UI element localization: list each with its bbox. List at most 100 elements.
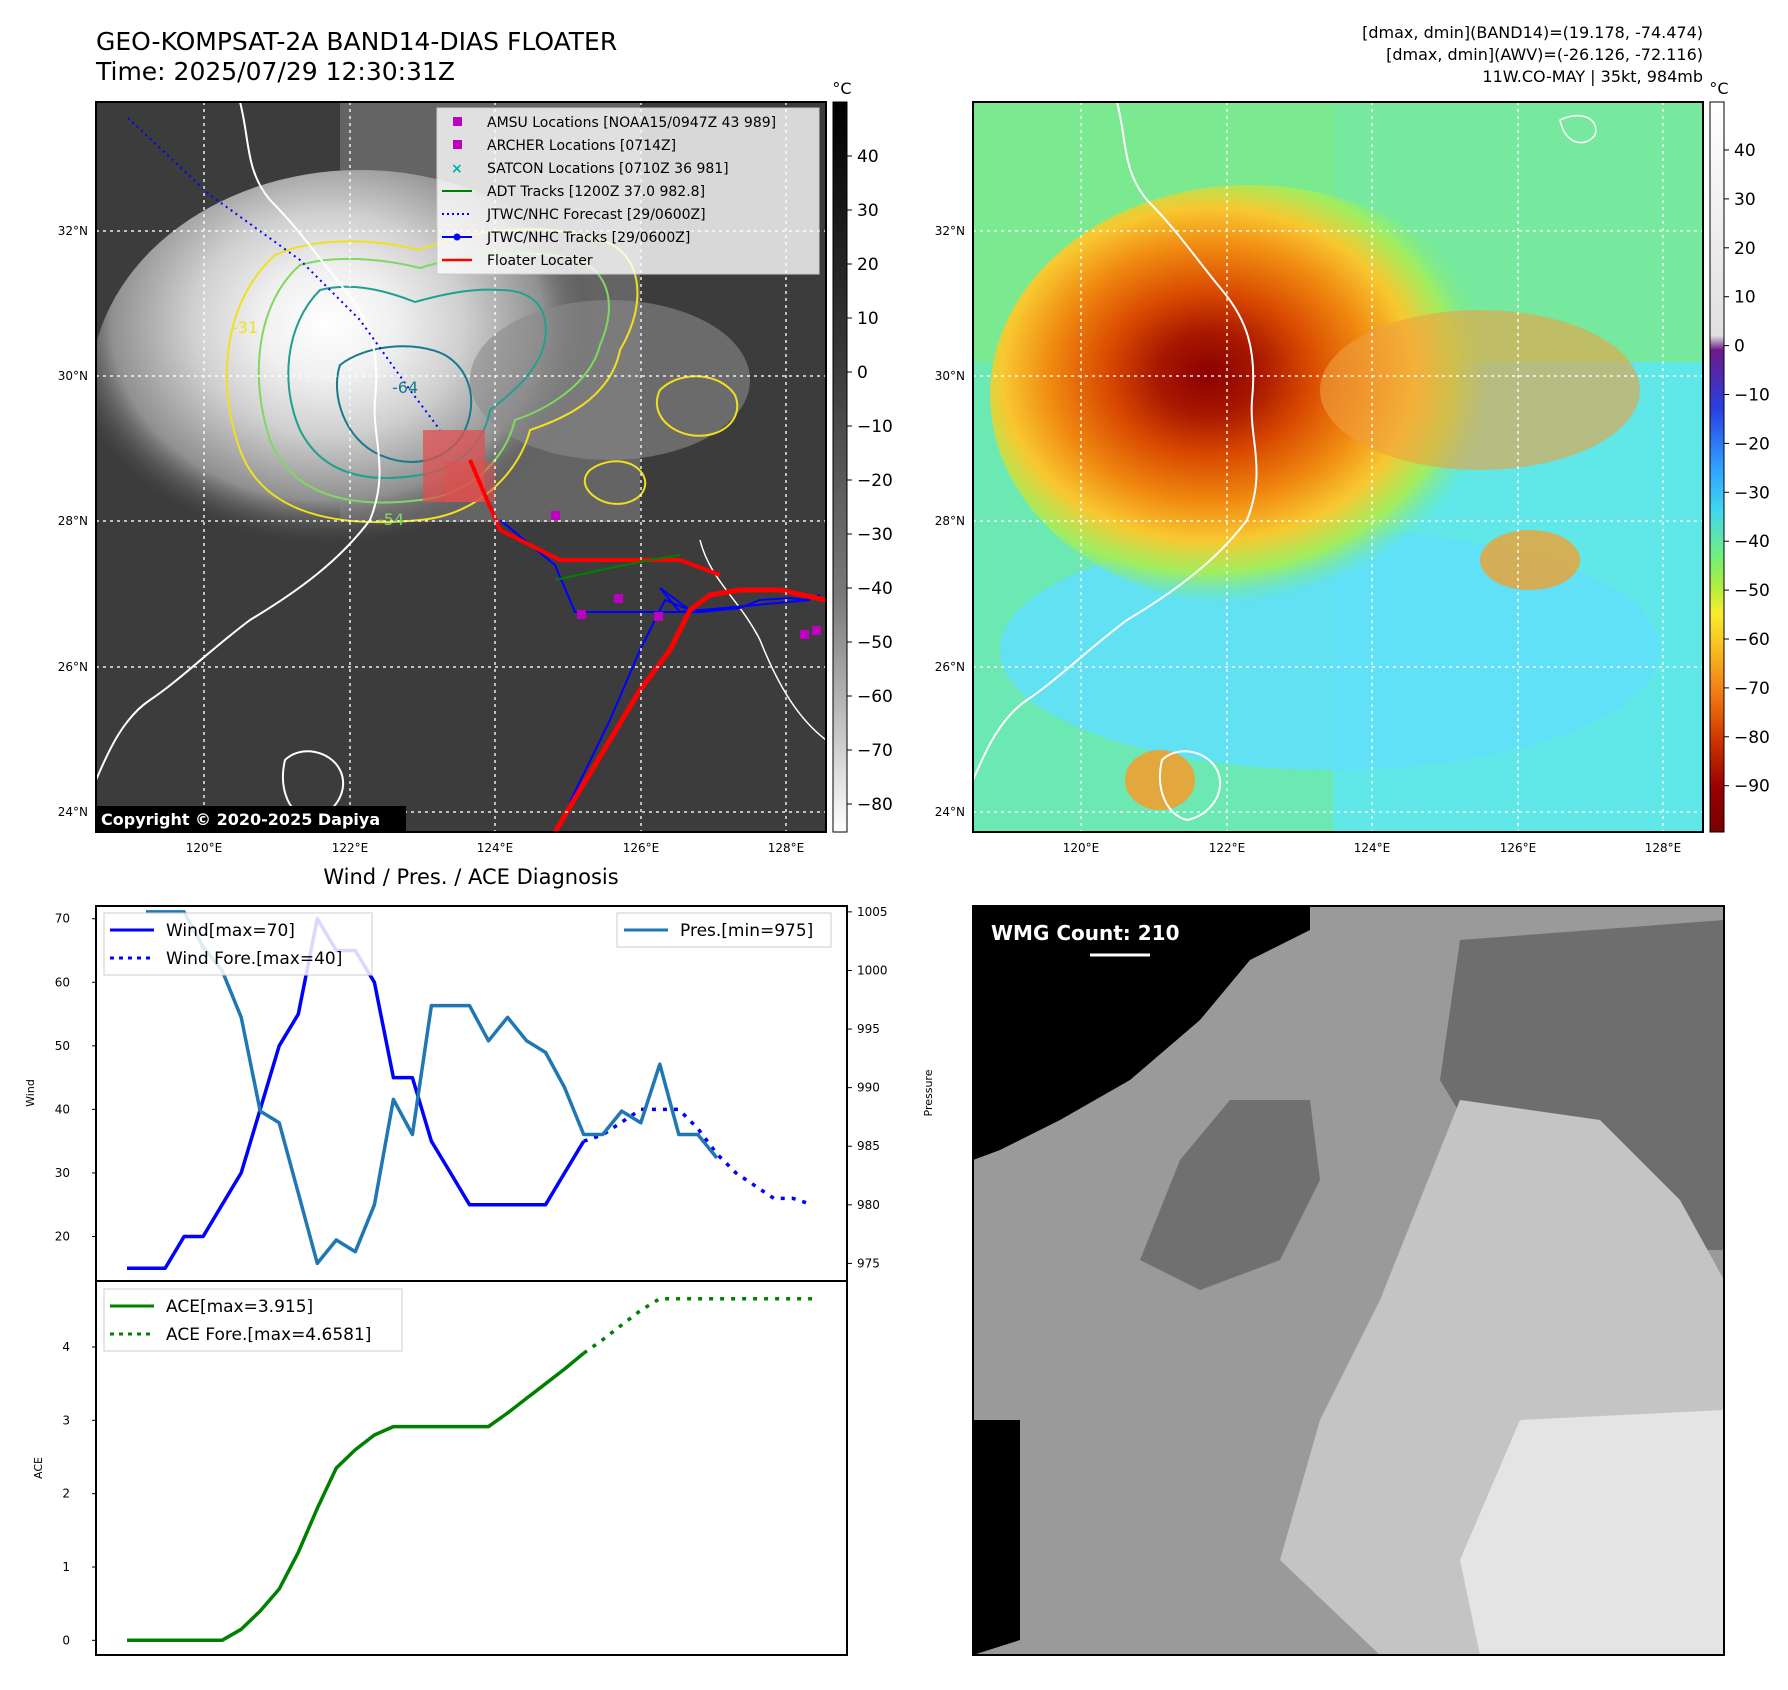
colorbar-tick-label: −30 <box>1734 483 1770 503</box>
colorbar-tick-label: 20 <box>1734 239 1756 259</box>
ir-map-frame <box>95 101 827 833</box>
color-ir-east-band <box>1320 310 1640 470</box>
map-legend: AMSU Locations [NOAA15/0947Z 43 989] ARC… <box>436 107 820 275</box>
ace-tick-label: 3 <box>62 1413 70 1427</box>
color-ir-east-cell <box>1480 530 1580 590</box>
colorbar-tick-label: 20 <box>857 255 879 275</box>
lon-label: 122°E <box>332 841 369 855</box>
colorbar-tick-label: −20 <box>857 471 893 491</box>
legend-label-archer: ARCHER Locations [0714Z] <box>487 138 676 154</box>
pressure-tick-label: 1005 <box>857 905 888 919</box>
legend-label-amsu: AMSU Locations [NOAA15/0947Z 43 989] <box>487 115 776 131</box>
contour-label: -54 <box>378 510 404 529</box>
ace-legend-box <box>103 1288 403 1352</box>
lon-label: 128°E <box>1645 841 1682 855</box>
ace-legend-label: ACE[max=3.915] <box>166 1297 313 1317</box>
colorbar-tick-label: −40 <box>857 579 893 599</box>
color-colorbar-unit: °C <box>1709 79 1728 98</box>
colorbar-tick-label: 40 <box>857 147 879 167</box>
wind-tick-label: 40 <box>55 1102 70 1116</box>
lon-label: 124°E <box>1354 841 1391 855</box>
coastline-taiwan <box>282 750 345 822</box>
lon-label: 128°E <box>768 841 805 855</box>
color-colorbar <box>1709 101 1725 833</box>
adt-track <box>554 554 681 581</box>
lon-label: 126°E <box>1500 841 1537 855</box>
contour-label: -31 <box>232 318 258 337</box>
jtwc-forecast-line <box>127 117 441 431</box>
color-ir-map-frame <box>972 101 1704 833</box>
wind-axis-label: Wind <box>24 1079 37 1107</box>
colorbar-tick-label: −40 <box>1734 532 1770 552</box>
legend-label-tracks: JTWC/NHC Tracks [29/0600Z] <box>486 230 690 246</box>
lat-label: 28°N <box>58 514 88 528</box>
storm-info: 11W.CO-MAY | 35kt, 984mb <box>1482 67 1703 86</box>
ir-map-panel: -31 -54 -64 AMSU Locations [NOAA15/0 <box>58 79 893 855</box>
contour-yellow-se <box>583 460 647 505</box>
wmg-count-label: WMG Count: 210 <box>991 921 1180 945</box>
diagnosis-panel: Wind / Pres. / ACE Diagnosis Wind Pressu… <box>24 865 935 1656</box>
legend-label-adt: ADT Tracks [1200Z 37.0 982.8] <box>487 184 705 200</box>
ace-series-line <box>127 1351 585 1643</box>
copyright-box <box>96 806 406 832</box>
wmg-bright-region <box>1460 1410 1724 1655</box>
colorbar-tick-label: −80 <box>1734 728 1770 748</box>
lat-label: 28°N <box>935 514 965 528</box>
pressure-tick-label: 975 <box>857 1256 880 1270</box>
wmg-panel: WMG Count: 210 <box>972 905 1725 1656</box>
figure-time: Time: 2025/07/29 12:30:31Z <box>95 57 455 86</box>
lat-label: 32°N <box>935 224 965 238</box>
colorbar-tick-label: −50 <box>1734 581 1770 601</box>
lat-label: 32°N <box>58 224 88 238</box>
wind-forecast-series-line <box>583 1107 813 1207</box>
archer-location-marker <box>577 610 586 619</box>
colorbar-tick-label: −20 <box>1734 434 1770 454</box>
ir-storm-cloud <box>96 170 630 610</box>
lon-label: 120°E <box>1063 841 1100 855</box>
lat-label: 24°N <box>58 805 88 819</box>
colorbar-tick-label: 10 <box>1734 288 1756 308</box>
colorbar-tick-label: 40 <box>1734 141 1756 161</box>
archer-location-marker <box>800 630 809 639</box>
color-coastline-taiwan <box>1159 750 1222 822</box>
legend-box <box>436 107 820 275</box>
colorbar-tick-label: −70 <box>1734 679 1770 699</box>
floater-locater-track <box>552 587 826 832</box>
pressure-ticks: 975 980 985 990 995 1000 1005 <box>847 905 888 1270</box>
dmax-awv: [dmax, dmin](AWV)=(-26.126, -72.116) <box>1386 45 1703 64</box>
ace-ticks: 0 1 2 3 4 <box>62 1340 96 1647</box>
colorbar-tick-label: −70 <box>857 741 893 761</box>
lat-label: 30°N <box>58 369 88 383</box>
color-ir-storm <box>990 185 1510 605</box>
gray-colorbar <box>832 101 848 833</box>
dmax-band14: [dmax, dmin](BAND14)=(19.178, -74.474) <box>1362 23 1703 42</box>
legend-marker-archer <box>453 140 462 149</box>
wmg-count-box <box>984 918 1192 948</box>
pressure-tick-label: 1000 <box>857 963 888 977</box>
ir-east-cloud <box>470 300 750 460</box>
wind-tick-label: 50 <box>55 1039 70 1053</box>
wind-tick-label: 30 <box>55 1166 70 1180</box>
color-ir-map-panel: 32°N 30°N 28°N 26°N 24°N 120°E 122°E 124… <box>935 79 1770 855</box>
lat-label: 30°N <box>935 369 965 383</box>
legend-label-satcon: SATCON Locations [0710Z 36 981] <box>487 161 729 177</box>
colorbar-tick-label: −30 <box>857 525 893 545</box>
ace-frame <box>95 1280 848 1656</box>
copyright-text: Copyright © 2020-2025 Dapiya <box>101 810 380 829</box>
gray-colorbar-unit: °C <box>832 79 851 98</box>
color-coastline-china <box>973 102 1258 781</box>
wmg-frame <box>972 905 1725 1656</box>
ace-axis-label: ACE <box>32 1457 45 1479</box>
pressure-series-line <box>146 910 719 1266</box>
wmg-dark-region <box>1140 1100 1320 1290</box>
wind-legend-label: Wind[max=70] <box>166 921 295 941</box>
contour-teal <box>287 285 547 479</box>
pressure-tick-label: 980 <box>857 1198 880 1212</box>
colorbar-tick-label: −90 <box>1734 777 1770 797</box>
wmg-black-region <box>973 906 1310 1160</box>
archer-location-marker <box>812 626 821 635</box>
lon-label: 126°E <box>623 841 660 855</box>
colorbar-tick-label: −10 <box>857 417 893 437</box>
wind-forecast-legend-label: Wind Fore.[max=40] <box>166 949 342 969</box>
